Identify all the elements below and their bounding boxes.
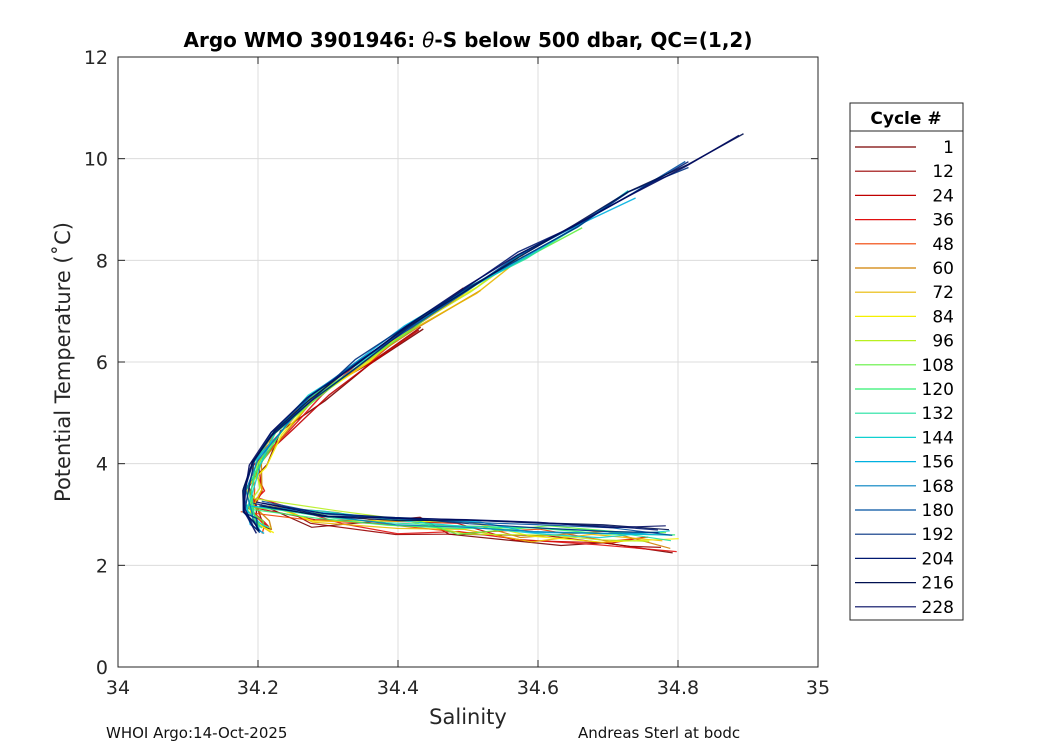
series-line-deep: [255, 501, 666, 529]
y-tick-label: 12: [84, 47, 108, 69]
series-line-deep: [272, 502, 663, 543]
series-line-deep: [270, 500, 662, 548]
legend-entry-label: 48: [932, 235, 954, 255]
y-tick-label: 10: [84, 149, 108, 171]
x-tick-label: 34: [106, 677, 130, 699]
legend-title: Cycle #: [870, 109, 941, 129]
y-tick-label: 6: [96, 352, 108, 374]
legend-entry-label: 72: [932, 283, 954, 303]
series-line-upper: [242, 160, 686, 534]
series-line-upper: [246, 190, 629, 529]
y-tick-label: 2: [96, 555, 108, 577]
legend-entry-label: 156: [922, 453, 954, 473]
legend-entry-label: 36: [932, 211, 954, 231]
legend-entry-label: 120: [922, 380, 954, 400]
x-tick-label: 34.2: [237, 677, 279, 699]
series-line-upper: [249, 255, 525, 533]
series-line-upper: [248, 326, 422, 527]
y-tick-label: 8: [96, 250, 108, 272]
x-axis-label: Salinity: [429, 705, 507, 729]
x-axis: 34 34.2 34.4 34.6 34.8 35: [106, 57, 830, 699]
legend: Cycle # 1 12 24 36 48 60 72 84 96 108 120 132 144 156…: [849, 102, 964, 621]
legend-entry-label: 24: [932, 186, 954, 206]
legend-entry-label: 228: [922, 598, 954, 618]
series-line-upper: [245, 251, 525, 534]
footer-author: Andreas Sterl at bodc: [578, 724, 741, 742]
y-axis: 0 2 4 6 8 10 12: [84, 47, 818, 679]
series-line-upper: [242, 161, 689, 532]
legend-entry-label: 144: [922, 428, 954, 448]
legend-entry-label: 168: [922, 477, 954, 497]
y-axis-label: Potential Temperature (˚C): [51, 222, 75, 502]
x-tick-label: 34.4: [377, 677, 419, 699]
legend-entry-label: 84: [932, 307, 954, 327]
series-line-upper: [243, 166, 689, 529]
x-tick-label: 34.6: [517, 677, 559, 699]
legend-entry-label: 192: [922, 525, 954, 545]
grid: [118, 57, 818, 667]
series-line-upper: [245, 257, 519, 529]
footer-source: WHOI Argo:14-Oct-2025: [106, 724, 288, 742]
series-line-upper: [246, 293, 464, 528]
legend-entry-label: 1: [943, 138, 954, 158]
legend-entry-label: 60: [932, 259, 954, 279]
y-tick-label: 4: [96, 454, 108, 476]
series-line-upper: [252, 289, 481, 530]
series-line-upper: [242, 133, 744, 532]
legend-entry-label: 180: [922, 501, 954, 521]
y-tick-label: 0: [96, 657, 108, 679]
legend-entry-label: 12: [932, 162, 954, 182]
legend-entry-label: 132: [922, 404, 954, 424]
series-line-upper: [251, 287, 464, 534]
legend-items: 1 12 24 36 48 60 72 84 96 108 120 132 144 156 168 180 19…: [855, 138, 954, 618]
series-line-deep: [253, 502, 659, 534]
series-line-upper: [243, 134, 740, 534]
legend-entry-label: 204: [922, 549, 954, 569]
series-line-upper: [247, 225, 575, 532]
x-tick-label: 34.8: [657, 677, 699, 699]
legend-entry-label: 96: [932, 332, 954, 352]
series-line-upper: [250, 225, 578, 529]
series-line-upper: [250, 227, 583, 527]
series-lines: [240, 133, 744, 554]
series-line-upper: [242, 197, 636, 535]
legend-entry-label: 216: [922, 574, 954, 594]
x-tick-label: 35: [806, 677, 830, 699]
legend-entry-label: 108: [922, 356, 954, 376]
chart-title: Argo WMO 3901946: θ-S below 500 dbar, QC…: [184, 28, 753, 52]
series-line-deep: [246, 508, 676, 536]
